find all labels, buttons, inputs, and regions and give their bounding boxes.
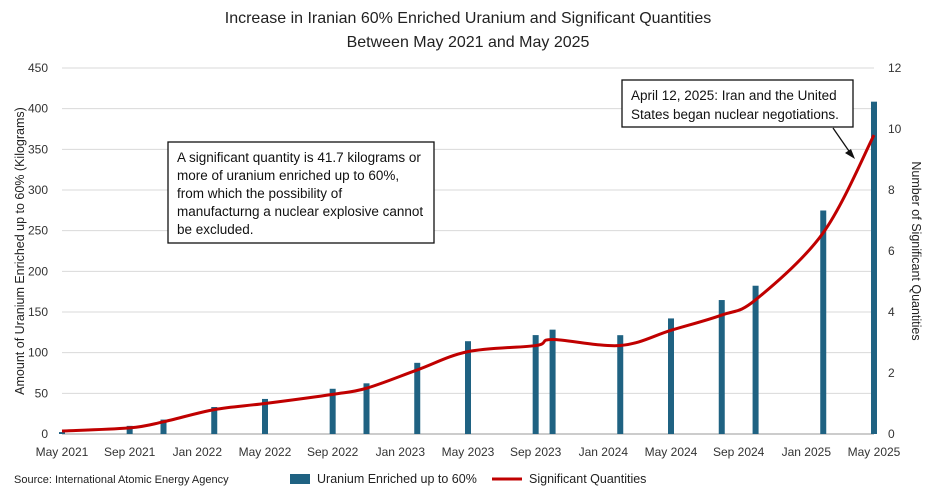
bar xyxy=(160,419,167,434)
chart-title-line-1: Increase in Iranian 60% Enriched Uranium… xyxy=(225,10,712,27)
bar xyxy=(617,335,624,434)
left-axis-ticks: 0 50 100 150 200 250 300 350 400 450 xyxy=(28,61,48,441)
bar xyxy=(414,362,421,434)
bar xyxy=(752,285,759,434)
bar xyxy=(465,341,471,434)
y-tick-label: 200 xyxy=(28,264,48,278)
annotation-line: manufacturng a nuclear explosive cannot xyxy=(177,204,423,219)
y-tick-label: 150 xyxy=(28,305,48,319)
chart-title-line-2: Between May 2021 and May 2025 xyxy=(347,34,590,51)
y-tick-label: 100 xyxy=(28,346,48,360)
bar xyxy=(59,432,65,434)
annotation-line: more of uranium enriched up to 60%, xyxy=(177,168,399,183)
y2-tick-label: 2 xyxy=(888,366,895,380)
bar xyxy=(549,329,556,434)
x-tick-label: May 2022 xyxy=(239,445,292,459)
x-tick-label: May 2023 xyxy=(442,445,495,459)
x-tick-label: Jan 2022 xyxy=(173,445,223,459)
left-axis-label: Amount of Uranium Enriched up to 60% (Ki… xyxy=(13,107,27,395)
annotation-arrow xyxy=(832,127,852,155)
legend-bar-swatch xyxy=(290,474,310,484)
y-tick-label: 350 xyxy=(28,142,48,156)
bar xyxy=(871,101,877,434)
bar-series xyxy=(59,101,877,434)
right-axis-ticks: 0 2 4 6 8 10 12 xyxy=(888,61,902,441)
annotation-line: April 12, 2025: Iran and the United xyxy=(631,88,837,103)
right-axis-label: Number of Significant Quantities xyxy=(909,161,923,340)
annotation-line: be excluded. xyxy=(177,222,254,237)
line-series xyxy=(61,134,876,433)
x-tick-label: Jan 2024 xyxy=(579,445,629,459)
y2-tick-label: 10 xyxy=(888,122,902,136)
bar xyxy=(211,406,218,434)
y-tick-label: 0 xyxy=(41,427,48,441)
x-tick-label: May 2021 xyxy=(36,445,89,459)
x-tick-label: Jan 2025 xyxy=(782,445,832,459)
y-tick-label: 400 xyxy=(28,102,48,116)
annotation-line: A significant quantity is 41.7 kilograms… xyxy=(177,150,421,165)
bar xyxy=(668,318,674,434)
x-axis-ticks: May 2021 Sep 2021 Jan 2022 May 2022 Sep 2022… xyxy=(36,445,901,459)
x-tick-label: Sep 2023 xyxy=(510,445,562,459)
y-tick-label: 300 xyxy=(28,183,48,197)
y2-tick-label: 6 xyxy=(888,244,895,258)
x-tick-label: Sep 2021 xyxy=(104,445,156,459)
legend-bar-label: Uranium Enriched up to 60% xyxy=(317,472,477,486)
bar xyxy=(363,383,370,434)
y-tick-label: 50 xyxy=(35,386,49,400)
x-tick-label: May 2024 xyxy=(645,445,698,459)
annotation-line: from which the possibility of xyxy=(177,186,342,201)
legend-line-label: Significant Quantities xyxy=(529,472,646,486)
y2-tick-label: 0 xyxy=(888,427,895,441)
bar xyxy=(820,210,827,434)
x-tick-label: Sep 2022 xyxy=(307,445,359,459)
source-note: Source: International Atomic Energy Agen… xyxy=(14,474,229,486)
y2-tick-label: 4 xyxy=(888,305,895,319)
y2-tick-label: 8 xyxy=(888,183,895,197)
y2-tick-label: 12 xyxy=(888,61,902,75)
annotation-line: States began nuclear negotiations. xyxy=(631,107,839,122)
x-tick-label: May 2025 xyxy=(848,445,901,459)
bar xyxy=(262,398,268,434)
significant-quantities-line xyxy=(61,134,876,433)
bar xyxy=(329,388,336,434)
x-tick-label: Jan 2023 xyxy=(376,445,426,459)
annotation-significant-quantity: A significant quantity is 41.7 kilograms… xyxy=(167,141,435,244)
bar xyxy=(532,335,539,434)
y-tick-label: 450 xyxy=(28,61,48,75)
bar xyxy=(718,300,725,434)
bar xyxy=(126,425,133,434)
legend: Uranium Enriched up to 60% Significant Q… xyxy=(290,472,646,486)
x-tick-label: Sep 2024 xyxy=(713,445,765,459)
annotation-arrowhead xyxy=(845,149,855,159)
y-tick-label: 250 xyxy=(28,224,48,238)
annotation-negotiations: April 12, 2025: Iran and the United Stat… xyxy=(621,79,855,159)
